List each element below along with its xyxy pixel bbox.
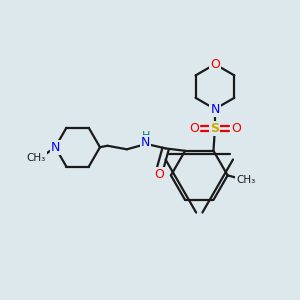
Text: O: O (210, 58, 220, 71)
Text: S: S (210, 122, 219, 135)
Text: CH₃: CH₃ (26, 153, 46, 163)
Text: O: O (231, 122, 241, 135)
Text: N: N (50, 141, 60, 154)
Text: O: O (189, 122, 199, 135)
Text: CH₃: CH₃ (236, 176, 255, 185)
Text: N: N (210, 103, 220, 116)
Text: O: O (154, 168, 164, 181)
Text: N: N (141, 136, 150, 149)
Text: H: H (142, 130, 150, 141)
